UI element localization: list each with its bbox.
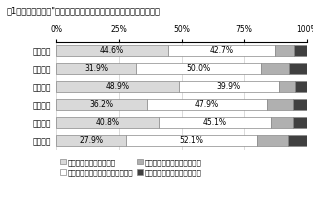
Bar: [56, 45, 168, 56]
Bar: [275, 45, 294, 56]
Legend: なにをおいても投票する, なるべく投票するようにつとめる, あまり投票する気にならない, あまり投票する気にならない: なにをおいても投票する, なるべく投票するようにつとめる, あまり投票する気にな…: [60, 159, 202, 176]
Text: 27.9%: 27.9%: [79, 136, 103, 145]
Text: 図1　選挙への関心"についての調査モード間の差（総数・男女別）: 図1 選挙への関心"についての調査モード間の差（総数・男女別）: [6, 6, 160, 15]
Bar: [295, 81, 307, 92]
Bar: [294, 117, 307, 128]
Bar: [289, 63, 307, 74]
Text: 39.9%: 39.9%: [217, 82, 241, 91]
Bar: [56, 63, 136, 74]
Bar: [56, 117, 158, 128]
Bar: [168, 45, 275, 56]
Bar: [56, 99, 147, 110]
Text: 52.1%: 52.1%: [179, 136, 203, 145]
Text: 50.0%: 50.0%: [187, 64, 211, 73]
Bar: [179, 81, 279, 92]
Bar: [56, 81, 179, 92]
Text: 44.6%: 44.6%: [100, 46, 124, 55]
Bar: [147, 99, 267, 110]
Bar: [257, 135, 288, 146]
Text: 45.1%: 45.1%: [203, 118, 227, 127]
Bar: [293, 99, 307, 110]
Bar: [279, 81, 295, 92]
Bar: [136, 63, 261, 74]
Bar: [267, 99, 293, 110]
Bar: [261, 63, 289, 74]
Text: 42.7%: 42.7%: [209, 46, 233, 55]
Bar: [126, 135, 257, 146]
Text: 47.9%: 47.9%: [195, 100, 219, 109]
Bar: [271, 117, 294, 128]
Text: 36.2%: 36.2%: [90, 100, 114, 109]
Text: 40.8%: 40.8%: [95, 118, 120, 127]
Text: 48.9%: 48.9%: [105, 82, 130, 91]
Bar: [294, 45, 307, 56]
Bar: [56, 135, 126, 146]
Bar: [288, 135, 307, 146]
Text: 31.9%: 31.9%: [84, 64, 108, 73]
Bar: [158, 117, 271, 128]
